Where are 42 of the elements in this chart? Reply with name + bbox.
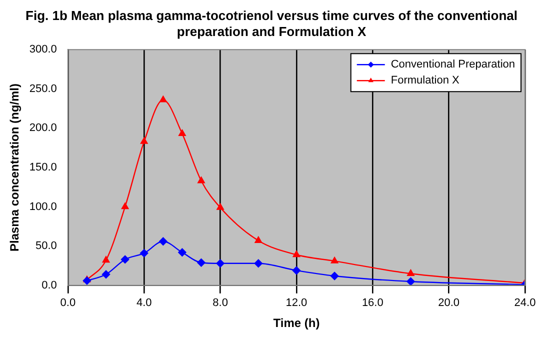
x-tick-label: 24.0 [514,297,536,310]
legend-label: Formulation X [390,74,460,87]
x-tick-label: 4.0 [136,297,152,310]
point [197,258,206,267]
y-tick-label: 150.0 [29,162,57,174]
legend-label: Conventional Preparation [390,58,516,71]
point [216,259,224,268]
point [407,270,414,276]
point [254,236,262,243]
point [216,203,224,210]
point [102,270,110,278]
y-axis-title: Plasma concentration (ng/ml) [8,83,22,252]
point [254,259,262,268]
point [120,255,130,264]
x-tick-label: 0.0 [60,297,76,310]
point [160,96,167,102]
x-tick-label: 12.0 [286,297,308,310]
point [82,276,92,285]
y-tick-label: 300.0 [29,44,57,56]
point [292,250,300,258]
point [159,237,168,246]
point [102,256,110,263]
chart-title: Fig. 1b Mean plasma gamma-tocotrienol versus time curves of the conventional preparation and Formulation X [24,8,518,40]
y-tick-label: 250.0 [29,82,57,95]
point [178,130,186,136]
point [330,256,338,264]
point [140,249,148,258]
point [406,277,415,286]
point [198,176,205,184]
x-tick-label: 16.0 [362,297,384,310]
point [140,137,148,144]
x-axis-title: Time (h) [273,316,320,330]
y-tick-label: 50.0 [36,240,57,252]
y-tick-label: 100.0 [29,200,57,213]
point [121,202,129,210]
point [330,272,339,280]
y-tick-label: 200.0 [29,122,57,134]
point [292,266,301,275]
x-tick-label: 8.0 [212,297,228,310]
y-tick-label: 0.0 [42,279,57,292]
point [178,248,186,256]
x-tick-label: 20.0 [438,297,460,310]
